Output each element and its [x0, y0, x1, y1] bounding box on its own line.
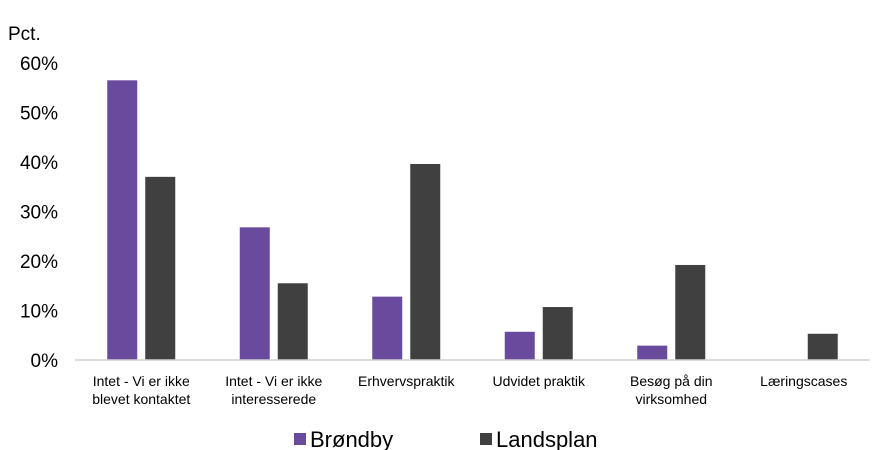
x-category-label: virksomhed — [635, 391, 707, 407]
y-tick-label: 10% — [20, 302, 58, 323]
legend: Brøndby Landsplan — [294, 427, 598, 450]
y-axis-ticks: 0% 10% 20% 30% 40% 50% 60% — [20, 54, 58, 372]
bar-series2 — [675, 264, 706, 360]
y-axis-title: Pct. — [8, 24, 41, 45]
bar-series2 — [145, 176, 176, 360]
legend-label: Landsplan — [496, 427, 598, 450]
bar-series1 — [637, 345, 668, 360]
x-category-label: Erhvervspraktik — [358, 373, 455, 389]
bar-series1 — [372, 296, 403, 360]
x-category-label: Læringscases — [760, 373, 847, 389]
y-tick-label: 40% — [20, 153, 58, 174]
y-tick-label: 50% — [20, 104, 58, 125]
y-tick-label: 60% — [20, 54, 58, 75]
legend-swatch — [480, 433, 492, 445]
bars — [107, 80, 838, 360]
y-tick-label: 0% — [31, 351, 59, 372]
x-axis-categories: Intet - Vi er ikke blevet kontaktet Intet … — [92, 373, 847, 407]
x-category-label: Besøg på din — [630, 373, 713, 389]
bar-series2 — [277, 283, 308, 360]
bar-series2 — [542, 307, 573, 360]
x-category-label: Udvidet praktik — [492, 373, 586, 389]
x-category-label: Intet - Vi er ikke — [93, 373, 190, 389]
y-tick-label: 20% — [20, 252, 58, 273]
y-tick-label: 30% — [20, 203, 58, 224]
legend-label: Brøndby — [310, 427, 393, 450]
bar-series1 — [107, 80, 138, 360]
bar-series1 — [504, 331, 535, 360]
x-category-label: blevet kontaktet — [92, 391, 190, 407]
legend-swatch — [294, 433, 306, 445]
x-category-label: Intet - Vi er ikke — [225, 373, 322, 389]
bar-series2 — [410, 163, 441, 360]
x-category-label: interesserede — [231, 391, 316, 407]
bar-series1 — [239, 227, 270, 360]
bar-series2 — [807, 333, 838, 360]
